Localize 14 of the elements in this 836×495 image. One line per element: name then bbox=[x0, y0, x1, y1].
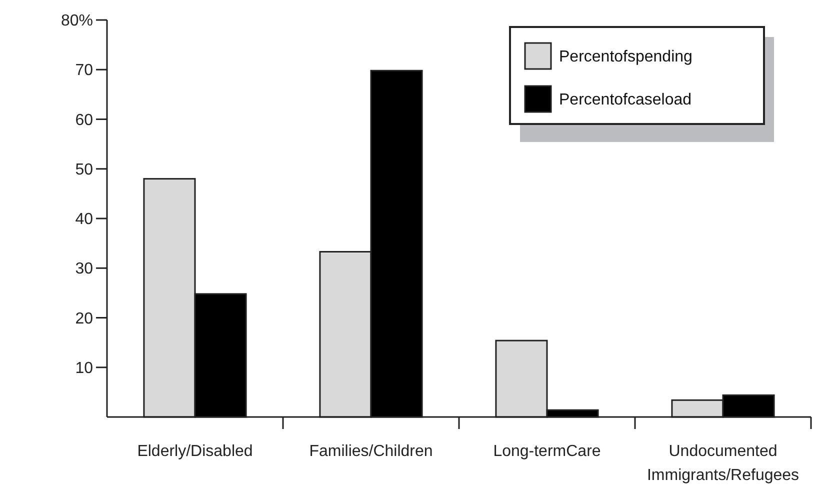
y-tick-label: 40 bbox=[75, 211, 94, 228]
x-tick-label: Elderly/Disabled bbox=[137, 443, 253, 460]
y-tick-label: 70 bbox=[75, 62, 94, 80]
y-tick-label: 10 bbox=[75, 360, 94, 377]
y-tick-label: 20 bbox=[75, 310, 94, 328]
y-tick-label: 80% bbox=[60, 12, 93, 30]
x-tick-label: Families/Children bbox=[309, 443, 433, 460]
legend-label: Percentofspending bbox=[559, 48, 692, 66]
x-tick-label: Undocumented Immigrants/Refugees bbox=[646, 443, 800, 484]
y-tick-label: 60 bbox=[75, 112, 94, 129]
y-tick-label: 50 bbox=[75, 161, 94, 178]
y-tick-label: 30 bbox=[75, 260, 94, 278]
legend-label: Percentofcaseload bbox=[559, 92, 692, 109]
x-tick-label: Long-termCare bbox=[493, 443, 601, 460]
